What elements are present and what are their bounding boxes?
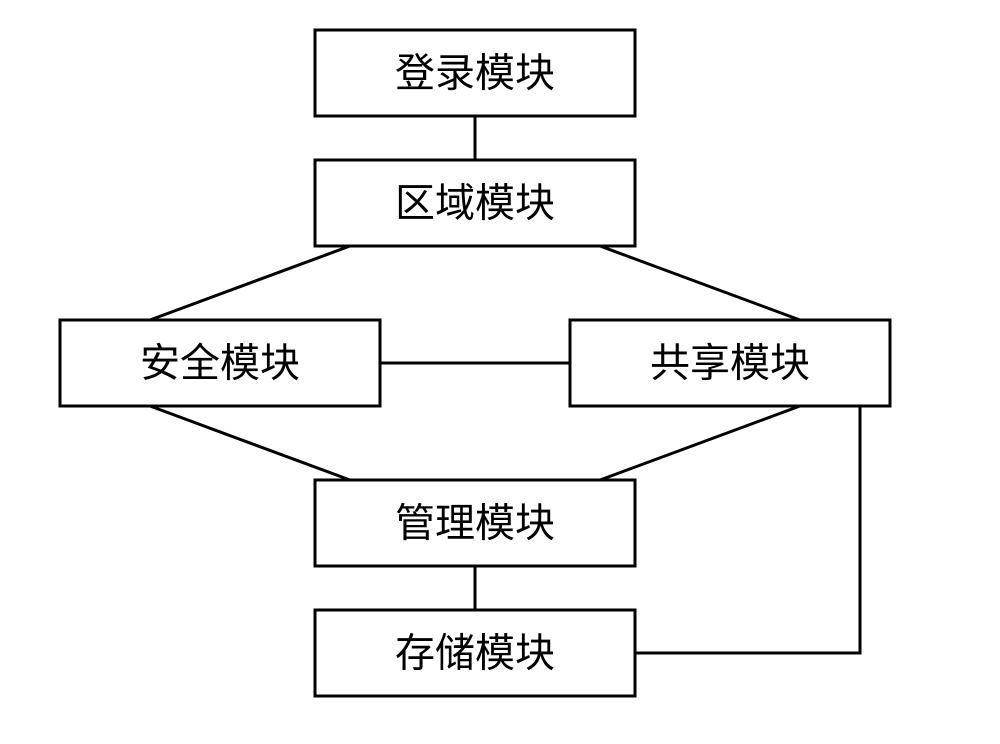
module-flowchart: 登录模块区域模块安全模块 共享模块管理模块存储模块 [0,0,1000,744]
edge-share-store [635,406,860,653]
node-region: 区域模块 [315,160,635,246]
node-login-label: 登录模块 [395,51,555,96]
node-share: 共享模块 [570,320,890,406]
edge-region-security [150,246,350,320]
node-region-label: 区域模块 [395,181,555,226]
node-manage-label: 管理模块 [395,501,555,546]
node-manage: 管理模块 [315,480,635,566]
node-store: 存储模块 [315,610,635,696]
edge-share-manage [600,406,800,480]
edge-region-share [600,246,800,320]
node-share-label: 共享模块 [650,341,810,386]
node-security-label: 安全模块 [140,341,300,386]
edge-security-manage [150,406,350,480]
node-store-label: 存储模块 [395,631,555,676]
node-login: 登录模块 [315,30,635,116]
node-security: 安全模块 [60,320,380,406]
